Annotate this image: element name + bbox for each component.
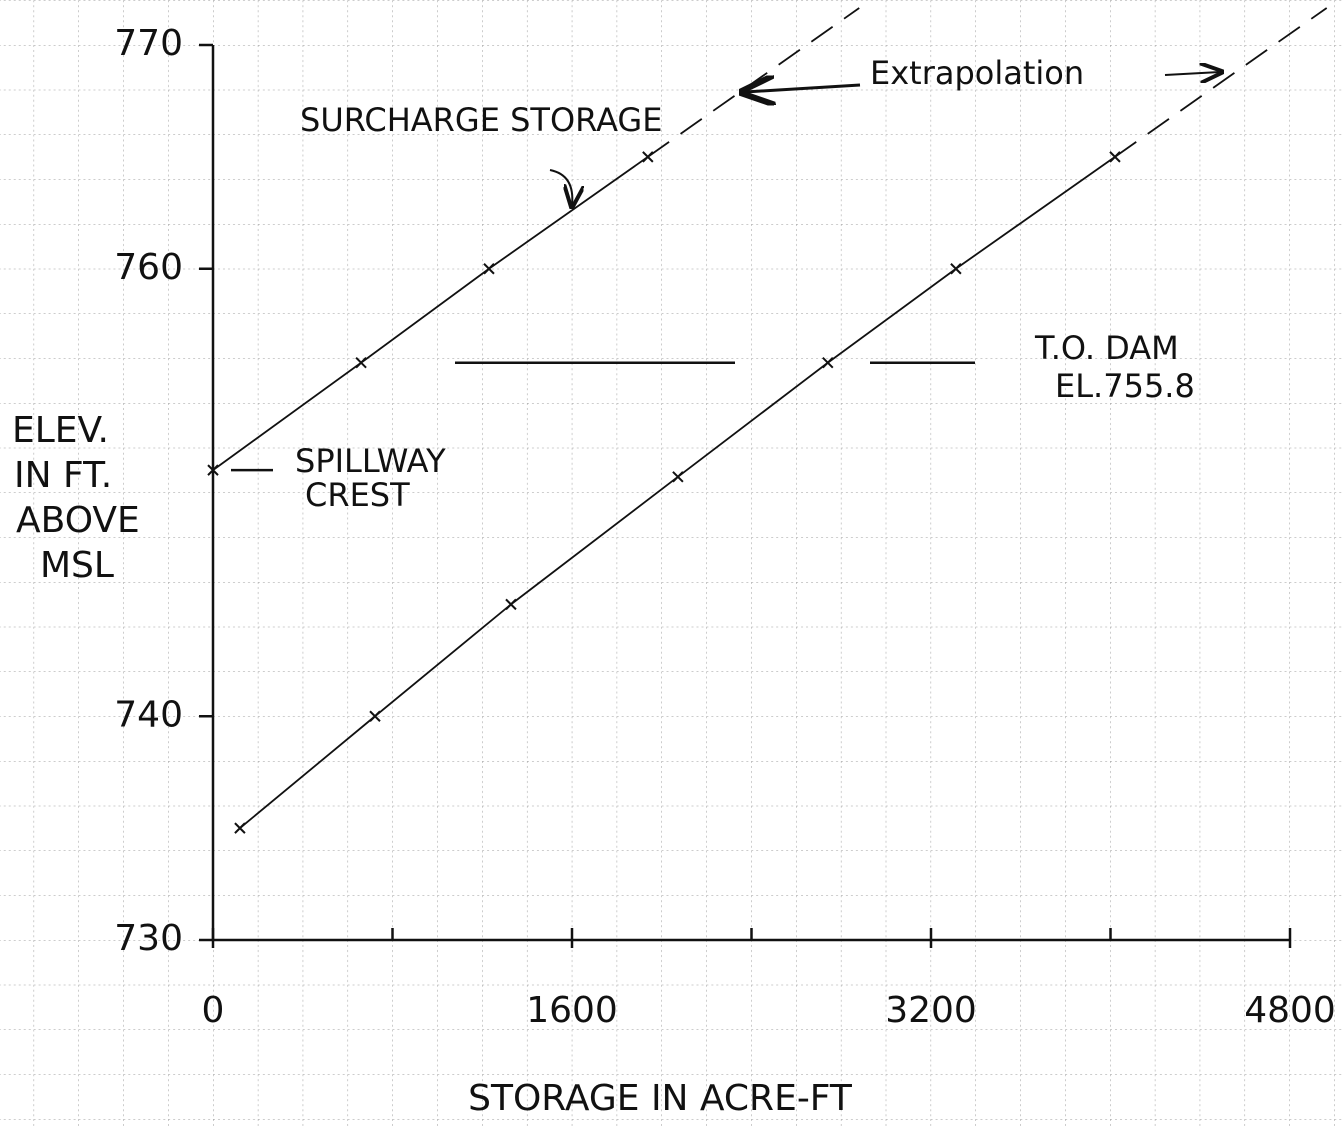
y-axis-label-line: IN FT.	[14, 455, 112, 496]
y-axis-label-line: ELEV.	[12, 410, 109, 451]
annotation: SURCHARGE STORAGE	[300, 101, 662, 139]
chart: ELEV.IN FT.ABOVEMSL STORAGE IN ACRE-FT S…	[0, 0, 1343, 1128]
y-tick-label: 760	[114, 247, 183, 288]
annotation: T.O. DAM	[1034, 329, 1179, 367]
annotation: SPILLWAY	[295, 442, 446, 480]
annotation: EL.755.8	[1055, 367, 1195, 405]
x-tick-label: 0	[202, 990, 225, 1031]
graph-paper	[0, 0, 1343, 1128]
annotation: Extrapolation	[870, 54, 1084, 92]
y-tick-label: 770	[114, 23, 183, 64]
annotation: CREST	[305, 476, 410, 514]
y-tick-label: 730	[114, 918, 183, 959]
y-axis-label-line: ABOVE	[16, 500, 140, 541]
x-tick-label: 4800	[1244, 990, 1336, 1031]
y-tick-label: 740	[114, 694, 183, 735]
x-tick-label: 1600	[526, 990, 618, 1031]
x-tick-label: 3200	[885, 990, 977, 1031]
x-axis-label: STORAGE IN ACRE-FT	[468, 1078, 853, 1119]
page: {"chart_data": {"type": "line", "xlabel"…	[0, 0, 1343, 1128]
y-axis-label-line: MSL	[40, 545, 114, 586]
